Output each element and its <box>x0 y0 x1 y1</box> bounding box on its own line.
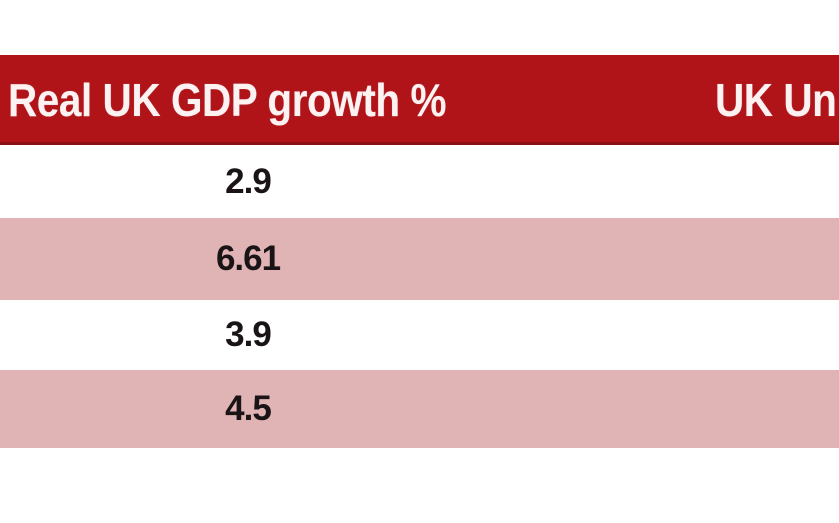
column-header-gdp-growth: Real UK GDP growth % <box>8 74 447 126</box>
column-header-uk-unemployment: UK Un <box>715 74 837 126</box>
table-body: 2.9 6.61 3.9 4.5 <box>0 145 839 523</box>
cell-gdp-growth: 2.9 <box>225 161 272 201</box>
cell-gdp-growth: 6.61 <box>215 239 281 278</box>
table-row: 4.5 <box>0 370 839 448</box>
table-row: 2.9 <box>0 145 839 218</box>
top-margin <box>0 0 839 55</box>
table-row: 3.9 <box>0 300 839 370</box>
table-header-row: Real UK GDP growth % UK Un <box>0 55 839 145</box>
cell-gdp-growth: 3.9 <box>225 315 272 354</box>
bottom-margin <box>0 448 839 523</box>
cell-gdp-growth: 4.5 <box>225 389 272 428</box>
table-row: 6.61 <box>0 218 839 300</box>
